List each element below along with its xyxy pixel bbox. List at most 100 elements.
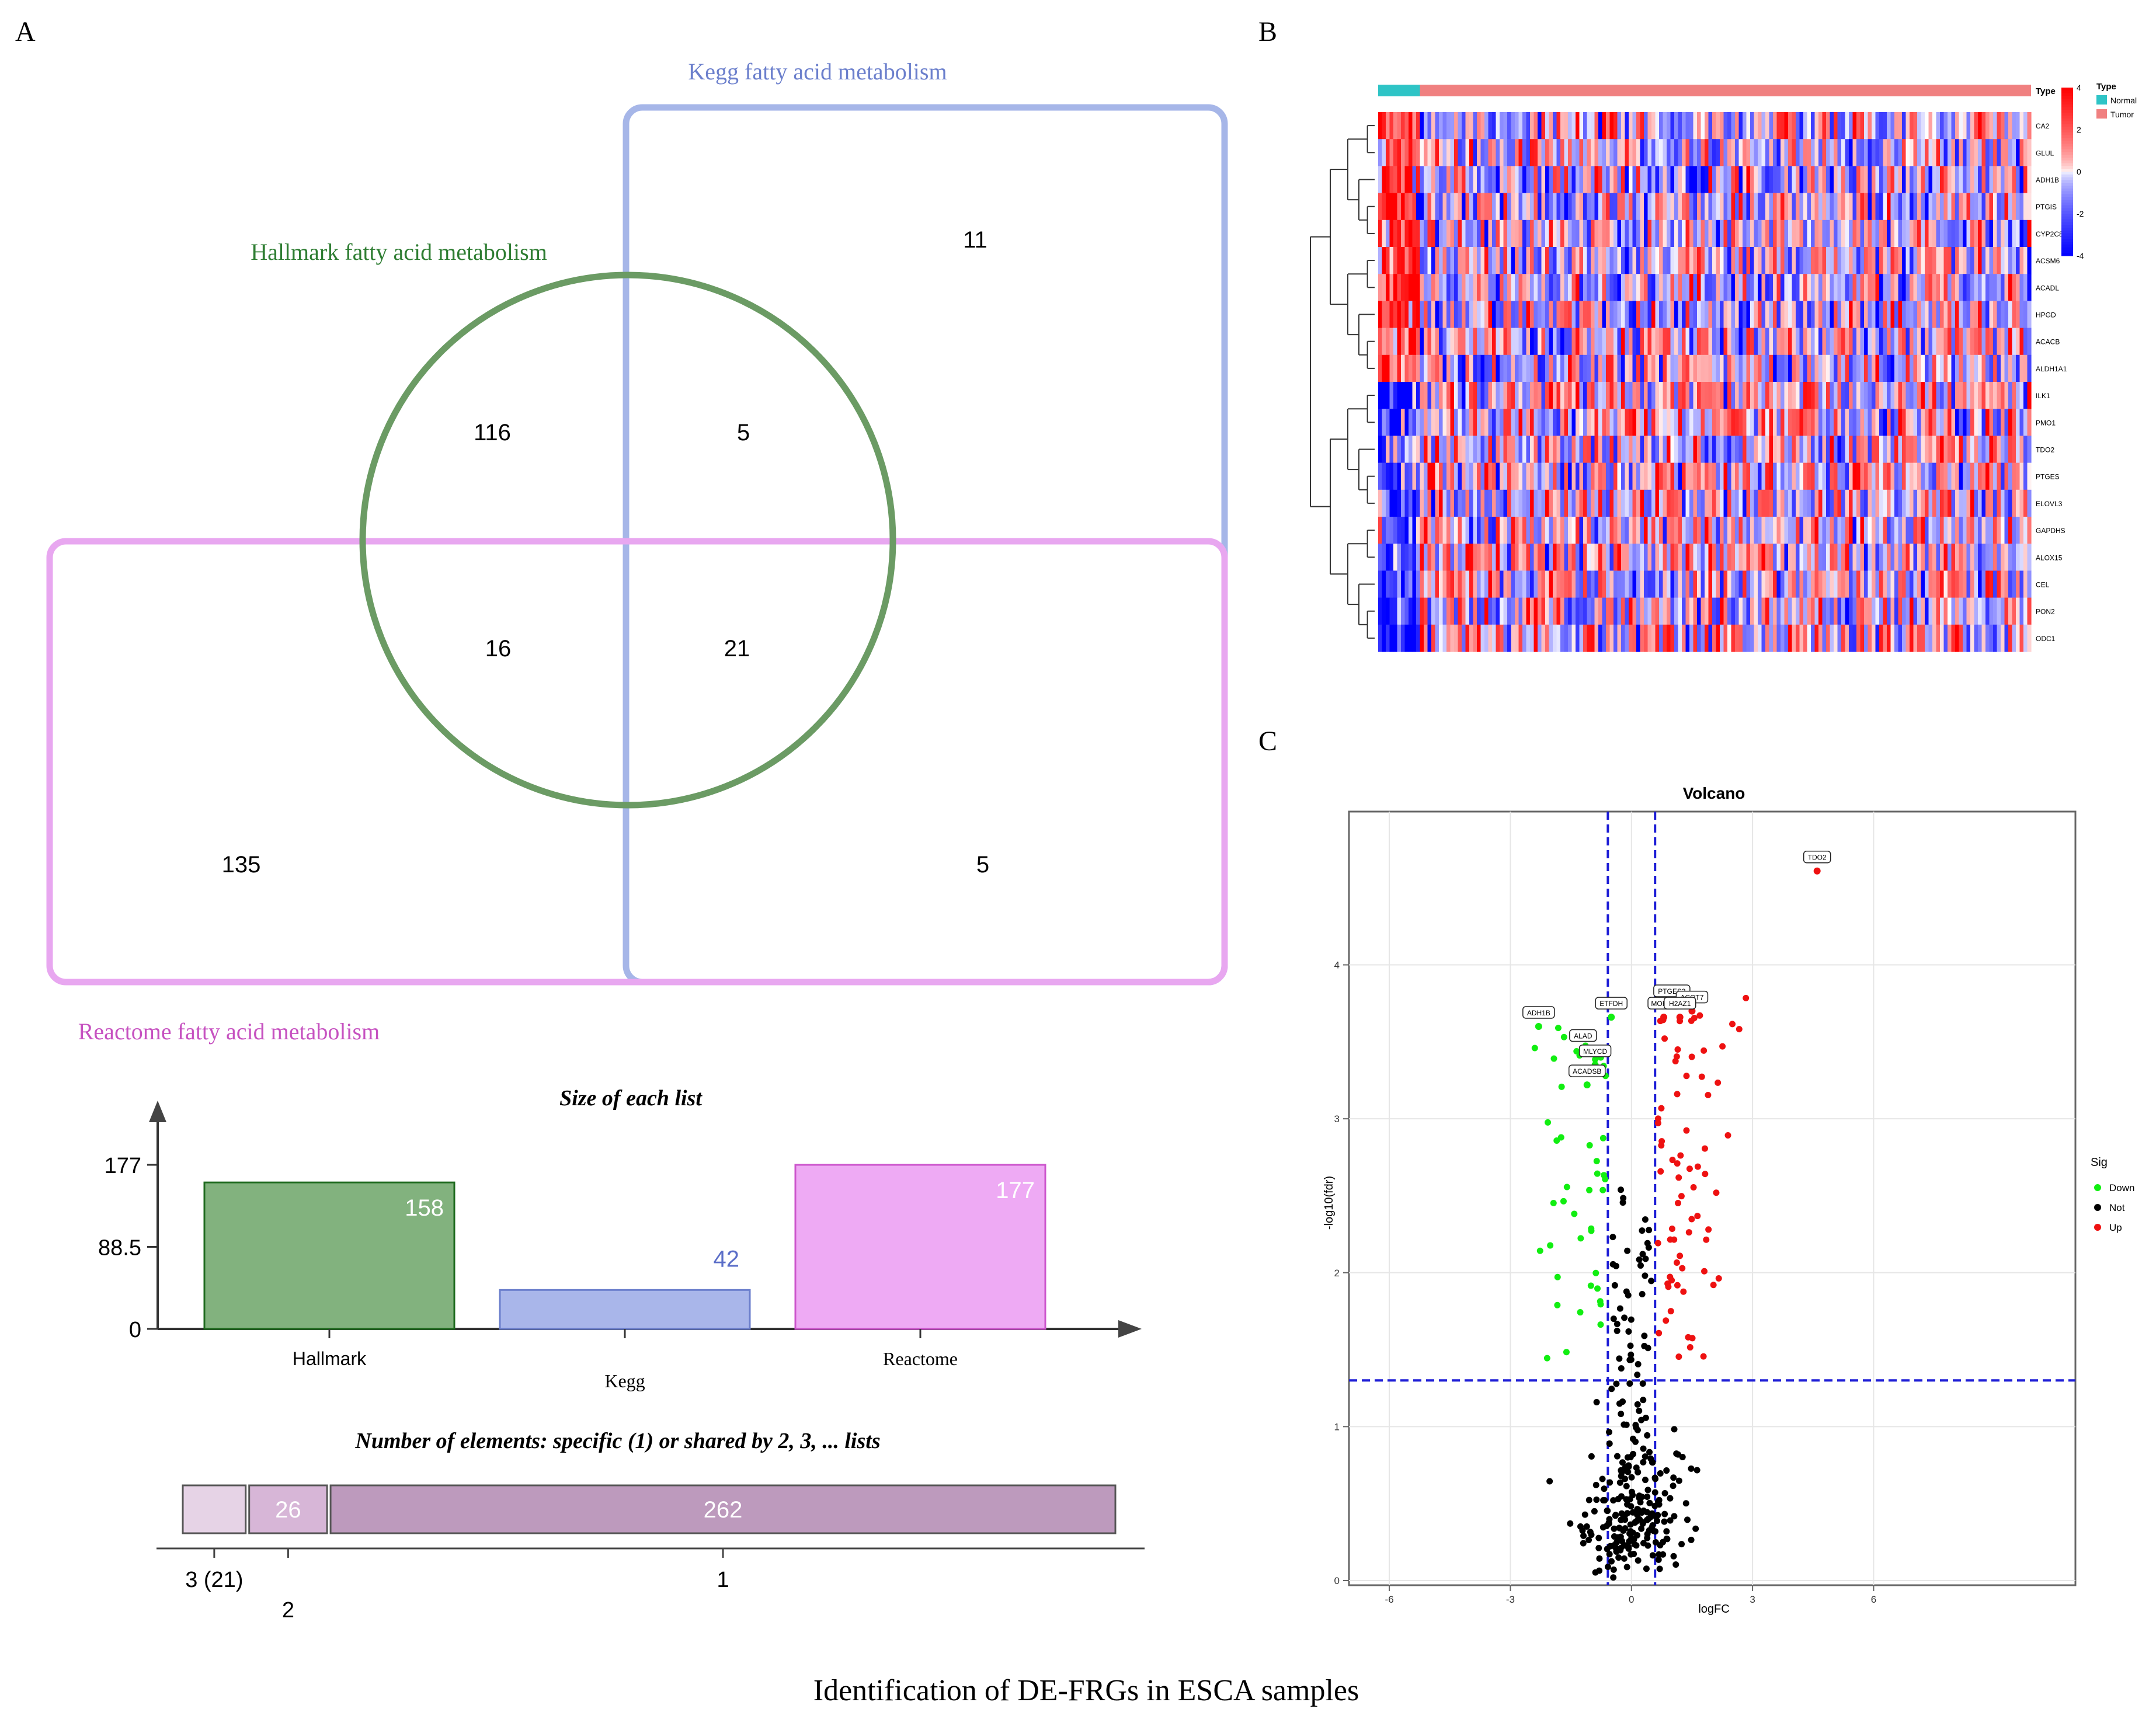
shared-axis-label: 3 (21) [185, 1568, 243, 1592]
heatmap-cell [1500, 517, 1504, 544]
heatmap-cell [1910, 247, 1914, 274]
heatmap-cell [1378, 570, 1383, 598]
heatmap-cell [1538, 301, 1542, 329]
heatmap-cell [1609, 166, 1614, 194]
heatmap-cell [1883, 220, 1887, 248]
heatmap-cell [1591, 139, 1595, 166]
heatmap-cell [1890, 624, 1895, 652]
heatmap-cell [1781, 409, 1785, 436]
heatmap-cell [1902, 489, 1907, 517]
heatmap-cell [1651, 624, 1656, 652]
heatmap-cell [1378, 328, 1383, 356]
heatmap-cell [1553, 301, 1557, 329]
heatmap-cell [1667, 220, 1671, 248]
heatmap-cell [1708, 139, 1713, 166]
heatmap-cell [1818, 597, 1823, 625]
heatmap-cell [1382, 544, 1386, 571]
heatmap-cell [1515, 139, 1519, 166]
heatmap-cell [1925, 220, 1929, 248]
heatmap-cell [1841, 301, 1846, 329]
heatmap-cell [1830, 139, 1834, 166]
heatmap-cell [1560, 409, 1565, 436]
heatmap-cell [1427, 489, 1432, 517]
heatmap-cell [1921, 409, 1925, 436]
heatmap-cell [1784, 193, 1789, 221]
heatmap-cell [1378, 597, 1383, 625]
heatmap-cell [1758, 220, 1762, 248]
heatmap-cell [1682, 274, 1686, 301]
heatmap-cell [1738, 489, 1743, 517]
heatmap-cell [1583, 328, 1588, 356]
heatmap-cell [1617, 624, 1622, 652]
heatmap-cell [1776, 274, 1781, 301]
heatmap-cell [1712, 517, 1717, 544]
heatmap-cell [1560, 462, 1565, 490]
heatmap-cell [1814, 328, 1819, 356]
heatmap-cell [1769, 354, 1774, 382]
heatmap-cell [1655, 517, 1660, 544]
colorbar-step [2061, 99, 2073, 102]
heatmap-cell [1632, 220, 1637, 248]
heatmap-cell [1814, 166, 1819, 194]
heatmap-cell [1818, 220, 1823, 248]
heatmap-cell [1894, 517, 1899, 544]
heatmap-cell [1723, 517, 1728, 544]
heatmap-cell [1507, 544, 1512, 571]
heatmap-cell [1655, 489, 1660, 517]
heatmap-cell [1697, 193, 1702, 221]
heatmap-cell [2023, 193, 2028, 221]
heatmap-cell [1803, 462, 1808, 490]
heatmap-cell [1663, 382, 1667, 409]
heatmap-cell [1503, 328, 1508, 356]
heatmap-cell [1814, 544, 1819, 571]
heatmap-cell [1811, 274, 1816, 301]
volcano-point [1688, 1017, 1695, 1024]
heatmap-cell [1640, 247, 1644, 274]
heatmap-row-label: ALDH1A1 [2036, 365, 2067, 373]
volcano-point [1593, 1496, 1600, 1503]
volcano-point-label: TDO2 [1808, 854, 1827, 862]
heatmap-cell [1826, 597, 1831, 625]
heatmap-cell [1743, 597, 1747, 625]
heatmap-cell [1894, 597, 1899, 625]
heatmap-cell [2008, 166, 2013, 194]
heatmap-cell [1409, 409, 1413, 436]
heatmap-cell [2016, 597, 2021, 625]
heatmap-cell [1424, 544, 1428, 571]
heatmap-cell [1970, 544, 1975, 571]
heatmap-cell [1397, 301, 1402, 329]
heatmap-cell [1720, 166, 1724, 194]
heatmap-cell [1435, 544, 1439, 571]
heatmap-cell [1932, 544, 1937, 571]
heatmap-cell [1382, 328, 1386, 356]
heatmap-cell [1723, 112, 1728, 140]
heatmap-cell [1796, 139, 1800, 166]
heatmap-cell [1530, 220, 1535, 248]
volcano-y-tick-label: 3 [1334, 1113, 1340, 1125]
heatmap-cell [1465, 489, 1470, 517]
heatmap-cell [1609, 570, 1614, 598]
heatmap-cell [1743, 328, 1747, 356]
heatmap-cell [1750, 462, 1755, 490]
volcano-point [1694, 1163, 1701, 1170]
heatmap-cell [1852, 193, 1857, 221]
heatmap-cell [2027, 544, 2032, 571]
heatmap-cell [1484, 544, 1489, 571]
heatmap-cell [1883, 301, 1887, 329]
heatmap-cell [1864, 517, 1869, 544]
colorbar-step [2061, 144, 2073, 147]
heatmap-cell [1439, 517, 1444, 544]
heatmap-cell [1518, 409, 1523, 436]
heatmap-cell [1689, 112, 1694, 140]
heatmap-cell [1420, 139, 1424, 166]
heatmap-cell [1981, 570, 1986, 598]
heatmap-cell [1761, 328, 1766, 356]
heatmap-cell [1970, 112, 1975, 140]
heatmap-cell [1382, 517, 1386, 544]
heatmap-cell [1826, 112, 1831, 140]
heatmap-cell [1522, 436, 1527, 464]
heatmap-cell [1632, 193, 1637, 221]
heatmap-cell [1890, 544, 1895, 571]
heatmap-cell [1682, 517, 1686, 544]
